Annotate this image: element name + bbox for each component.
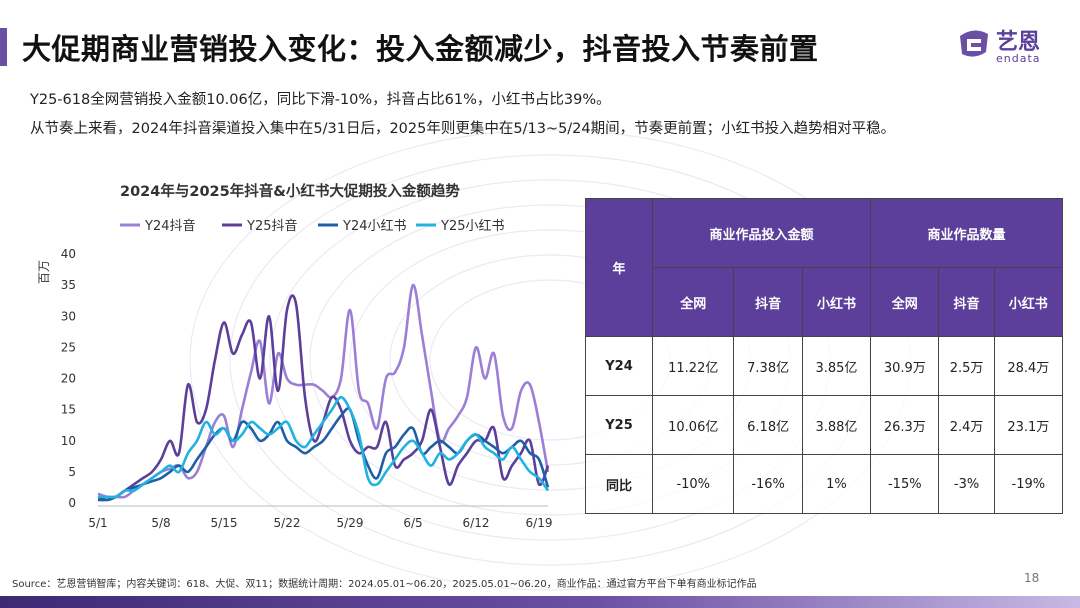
series-line-0 — [97, 283, 550, 499]
legend-label: Y25小红书 — [440, 218, 504, 234]
y-tick-label: 20 — [61, 372, 76, 386]
x-tick-label: 5/15 — [211, 516, 238, 530]
table-cell: 28.4万 — [993, 336, 1064, 396]
table-row: 同比 -10% -16% 1% -15% -3% -19% — [585, 454, 1064, 514]
table-cell: -16% — [733, 454, 803, 514]
y-axis-label: 百万 — [37, 260, 51, 284]
comparison-table: 年 商业作品投入金额 商业作品数量 全网 抖音 小红书 全网 抖音 小红书 Y2… — [585, 198, 1064, 514]
y-tick-label: 40 — [61, 247, 76, 261]
x-tick-label: 6/5 — [403, 516, 422, 530]
y-tick-label: 35 — [61, 278, 76, 292]
table-cell: -19% — [993, 454, 1064, 514]
y-tick-label: 5 — [68, 465, 76, 479]
y-tick-label: 10 — [61, 434, 76, 448]
table-cell: 1% — [801, 454, 872, 514]
table-cell: -15% — [870, 454, 940, 514]
legend-label: Y25抖音 — [246, 218, 297, 234]
x-tick-label: 6/12 — [463, 516, 490, 530]
watermark-text: 大数跨境 — [12, 569, 92, 593]
table-cell: -10% — [651, 454, 735, 514]
page-title: 大促期商业营销投入变化：投入金额减少，抖音投入节奏前置 — [22, 32, 819, 66]
subheader-amount-douyin: 抖音 — [733, 267, 803, 337]
table-row: Y25 10.06亿 6.18亿 3.88亿 26.3万 2.4万 23.1万 — [585, 395, 1064, 455]
x-tick-label: 5/22 — [274, 516, 301, 530]
logo-text-en: endata — [996, 52, 1041, 65]
table-cell: 3.88亿 — [801, 395, 872, 455]
row-label: 同比 — [585, 454, 653, 514]
y-tick-label: 15 — [61, 403, 76, 417]
legend-label: Y24小红书 — [342, 218, 406, 234]
header-count-group: 商业作品数量 — [870, 198, 1063, 268]
table-cell: 10.06亿 — [651, 395, 735, 455]
summary-line-1: Y25-618全网营销投入金额10.06亿，同比下滑-10%，抖音占比61%，小… — [30, 92, 611, 108]
header-year: 年 — [585, 198, 653, 337]
table-cell: 11.22亿 — [651, 336, 735, 396]
summary-line-2: 从节奏上来看，2024年抖音渠道投入集中在5/31日后，2025年则更集中在5/… — [30, 121, 896, 137]
x-tick-label: 5/29 — [337, 516, 364, 530]
x-tick-label: 5/1 — [88, 516, 107, 530]
y-tick-label: 25 — [61, 340, 76, 354]
x-tick-label: 5/8 — [151, 516, 170, 530]
table-cell: 3.85亿 — [801, 336, 872, 396]
brand-logo: 艺恩 endata — [956, 24, 1066, 68]
subheader-count-xhs: 小红书 — [993, 267, 1064, 337]
row-label: Y24 — [585, 336, 653, 396]
source-note: Source：艺恩营销智库；内容关键词：618、大促、双11；数据统计周期：20… — [12, 579, 757, 590]
line-chart: 百万 0 5 10 15 20 25 30 35 40 5/1 5/8 5/15 5/22 5/29 6/5 6… — [37, 218, 553, 530]
logo-text-cn: 艺恩 — [996, 30, 1041, 55]
series-line-1 — [97, 294, 550, 502]
table-cell: 2.5万 — [938, 336, 995, 396]
subheader-amount-xhs: 小红书 — [801, 267, 872, 337]
y-tick-label: 0 — [68, 496, 76, 510]
chart-title: 2024年与2025年抖音&小红书大促期投入金额趋势 — [120, 184, 460, 200]
subheader-count-douyin: 抖音 — [938, 267, 995, 337]
series-line-3 — [98, 395, 550, 499]
legend-label: Y24抖音 — [144, 218, 195, 234]
table-cell: -3% — [938, 454, 995, 514]
y-tick-label: 30 — [61, 309, 76, 323]
row-label: Y25 — [585, 395, 653, 455]
table-cell: 2.4万 — [938, 395, 995, 455]
table-cell: 7.38亿 — [733, 336, 803, 396]
subheader-amount-all: 全网 — [651, 267, 735, 337]
table-cell: 30.9万 — [870, 336, 940, 396]
table-cell: 23.1万 — [993, 395, 1064, 455]
title-accent-bar — [0, 28, 7, 66]
header-amount-group: 商业作品投入金额 — [651, 198, 872, 268]
page-number: 18 — [1024, 571, 1040, 585]
x-tick-label: 6/19 — [526, 516, 553, 530]
subheader-count-all: 全网 — [870, 267, 940, 337]
table-row: Y24 11.22亿 7.38亿 3.85亿 30.9万 2.5万 28.4万 — [585, 336, 1064, 396]
table-cell: 26.3万 — [870, 395, 940, 455]
table-cell: 6.18亿 — [733, 395, 803, 455]
logo-mark-icon — [960, 30, 988, 57]
bottom-accent-bar — [0, 596, 1080, 608]
